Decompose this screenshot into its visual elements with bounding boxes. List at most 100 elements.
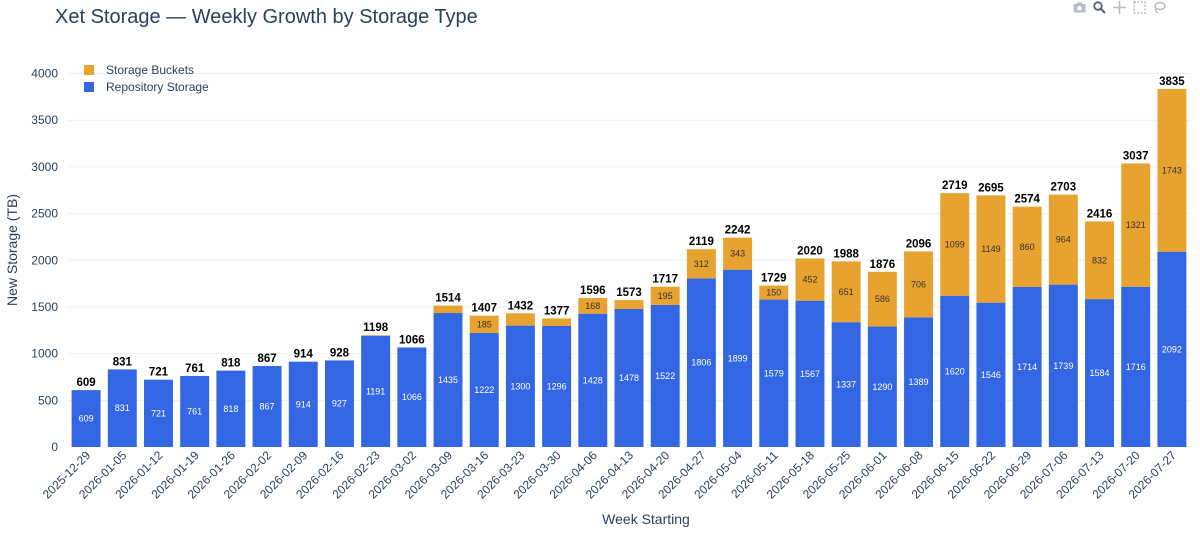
legend-label-buckets[interactable]: Storage Buckets xyxy=(106,63,194,77)
bar-repository xyxy=(324,360,354,447)
bar-label-buckets: 150 xyxy=(766,288,781,298)
bar-repository xyxy=(904,317,934,447)
bar-buckets xyxy=(904,251,934,318)
bar-buckets xyxy=(723,237,753,270)
bar-repository xyxy=(1048,284,1078,447)
y-tick-label: 3000 xyxy=(31,160,58,174)
bar-total-label: 1717 xyxy=(652,274,678,286)
bar-buckets xyxy=(614,300,644,309)
bar-repository xyxy=(288,361,318,447)
bar-total-label: 1573 xyxy=(616,287,642,299)
bar-label-buckets: 1743 xyxy=(1162,165,1182,175)
bar-repository xyxy=(686,278,716,447)
y-tick-label: 1000 xyxy=(31,347,58,361)
legend-swatch-repository[interactable] xyxy=(84,82,94,92)
y-tick-label: 2500 xyxy=(31,207,58,221)
bar-label-repository: 818 xyxy=(223,404,238,414)
bar-total-label: 914 xyxy=(294,349,314,361)
bar-buckets xyxy=(831,261,861,323)
bar-label-repository: 1522 xyxy=(655,371,675,381)
bar-repository xyxy=(940,295,970,447)
bar-repository xyxy=(252,366,282,447)
bar-label-repository: 1714 xyxy=(1017,362,1037,372)
zoom-icon[interactable] xyxy=(1092,0,1106,14)
bar-total-label: 1066 xyxy=(399,334,425,346)
chart-title: Xet Storage — Weekly Growth by Storage T… xyxy=(55,6,478,28)
bar-label-repository: 1337 xyxy=(836,380,856,390)
bar-label-repository: 1546 xyxy=(981,370,1001,380)
bar-repository xyxy=(614,308,644,447)
y-tick-label: 3500 xyxy=(31,113,58,127)
bar-repository xyxy=(759,299,789,447)
bar-label-repository: 1191 xyxy=(366,386,385,396)
bar-total-label: 2242 xyxy=(725,225,751,237)
bar-total-label: 1596 xyxy=(580,285,606,297)
bar-label-repository: 2092 xyxy=(1162,344,1182,354)
bar-total-label: 1514 xyxy=(435,293,461,305)
bar-label-repository: 1300 xyxy=(510,381,530,391)
bar-label-repository: 1579 xyxy=(764,368,784,378)
bar-total-label: 609 xyxy=(77,377,96,389)
legend-swatch-buckets[interactable] xyxy=(84,65,94,75)
bar-buckets xyxy=(542,318,572,326)
bars xyxy=(71,88,1187,447)
bar-label-repository: 867 xyxy=(260,402,275,412)
bar-label-repository: 1899 xyxy=(728,353,748,363)
lasso-icon[interactable] xyxy=(1152,0,1166,14)
legend-label-repository[interactable]: Repository Storage xyxy=(106,80,209,94)
bar-repository xyxy=(578,313,608,447)
bar-label-repository: 1290 xyxy=(872,382,892,392)
bar-label-buckets: 195 xyxy=(658,291,673,301)
bar-repository xyxy=(1085,299,1114,447)
y-axis-title: New Storage (TB) xyxy=(4,194,20,306)
bar-buckets xyxy=(795,258,825,301)
bar-label-buckets: 312 xyxy=(694,259,709,269)
y-tick-label: 500 xyxy=(38,393,58,407)
bar-buckets xyxy=(976,195,1006,303)
bar-repository xyxy=(107,369,137,447)
bar-label-repository: 1296 xyxy=(547,381,567,391)
bar-total-label: 1377 xyxy=(544,305,570,317)
bar-buckets xyxy=(1048,194,1078,285)
bar-repository xyxy=(180,375,210,447)
bar-buckets xyxy=(505,313,535,326)
bar-label-buckets: 832 xyxy=(1092,255,1107,265)
bar-label-repository: 1620 xyxy=(945,366,965,376)
bar-total-label: 867 xyxy=(257,353,276,365)
bar-repository xyxy=(976,302,1006,447)
select-box-icon[interactable] xyxy=(1132,0,1146,14)
bar-total-label: 1432 xyxy=(508,300,534,312)
bar-buckets xyxy=(578,297,608,314)
bar-label-repository: 1584 xyxy=(1090,368,1110,378)
bar-label-repository: 1428 xyxy=(583,375,603,385)
bar-total-label: 3835 xyxy=(1159,76,1185,88)
bar-total-label: 2695 xyxy=(978,182,1004,194)
y-tick-label: 4000 xyxy=(31,67,58,81)
bar-buckets xyxy=(469,315,499,333)
bar-total-label: 831 xyxy=(113,356,133,368)
bar-total-label: 1198 xyxy=(363,322,389,334)
bar-repository xyxy=(505,325,535,447)
y-tick-label: 0 xyxy=(51,440,58,454)
pan-icon[interactable] xyxy=(1112,0,1126,14)
bar-repository xyxy=(361,335,391,447)
bar-label-repository: 927 xyxy=(332,399,347,409)
bar-total-label: 2416 xyxy=(1087,208,1113,220)
bar-label-repository: 609 xyxy=(79,414,94,424)
bar-label-buckets: 1149 xyxy=(981,244,1000,254)
bar-label-repository: 1806 xyxy=(691,358,711,368)
bar-buckets xyxy=(650,286,680,305)
bar-total-label: 2119 xyxy=(689,236,714,248)
bar-repository xyxy=(1157,251,1187,447)
camera-icon[interactable] xyxy=(1072,0,1086,14)
bar-total-label: 1729 xyxy=(761,273,787,285)
bar-label-repository: 1389 xyxy=(909,377,929,387)
bar-repository xyxy=(433,313,463,447)
bar-label-buckets: 964 xyxy=(1056,235,1071,245)
modebar xyxy=(1072,0,1166,14)
bar-buckets xyxy=(867,271,897,327)
bar-label-repository: 1066 xyxy=(402,392,422,402)
bar-repository xyxy=(71,390,101,447)
bar-total-label: 2719 xyxy=(942,180,968,192)
bar-repository xyxy=(542,325,572,447)
